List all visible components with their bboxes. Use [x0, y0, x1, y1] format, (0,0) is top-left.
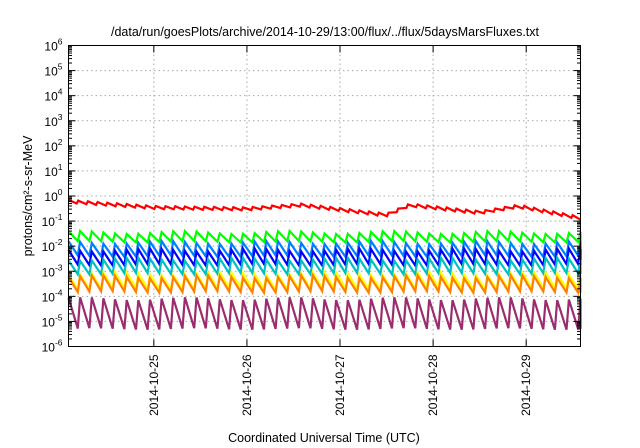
- y-tick-label: 105: [44, 62, 62, 79]
- y-tick-label: 102: [44, 137, 62, 154]
- y-tick-label: 106: [44, 37, 62, 54]
- y-tick-label: 103: [44, 112, 62, 129]
- grid: [68, 45, 581, 347]
- y-tick-label: 10-2: [42, 237, 63, 254]
- y-tick-label: 10-3: [42, 262, 63, 279]
- x-tick-label: 2014-10-27: [333, 354, 347, 416]
- y-tick-label: 10-4: [42, 287, 63, 304]
- series-line: [67, 245, 582, 269]
- y-tick-labels: 10-6 10-5 10-4 10-3 10-2 10-1 100 101 102 103 104 1…: [42, 37, 63, 355]
- series-lines: [67, 198, 582, 331]
- series-line: [68, 198, 582, 221]
- series-line: [67, 254, 582, 278]
- y-tick-label: 10-5: [42, 312, 63, 329]
- y-tick-label: 10-1: [42, 212, 63, 229]
- x-tick-label: 2014-10-25: [147, 354, 161, 416]
- chart-title: /data/run/goesPlots/archive/2014-10-29/1…: [111, 25, 540, 39]
- series-line: [67, 237, 582, 260]
- y-tick-label: 100: [44, 187, 62, 204]
- y-tick-label: 101: [44, 162, 62, 179]
- plot-frame: [68, 45, 581, 347]
- series-line: [67, 228, 582, 245]
- series-line: [67, 296, 582, 331]
- y-tick-label: 104: [44, 87, 62, 104]
- y-tick-label: 10-6: [42, 338, 63, 355]
- y-axis-label: protons/cm²-s-sr-MeV: [21, 135, 35, 257]
- x-axis-label: Coordinated Universal Time (UTC): [228, 431, 420, 445]
- x-tick-label: 2014-10-26: [240, 354, 254, 416]
- series-line: [67, 272, 582, 296]
- x-tick-label: 2014-10-28: [426, 354, 440, 416]
- x-tick-label: 2014-10-29: [519, 354, 533, 416]
- x-tick-labels: 2014-10-25 2014-10-26 2014-10-27 2014-10-28…: [147, 354, 533, 416]
